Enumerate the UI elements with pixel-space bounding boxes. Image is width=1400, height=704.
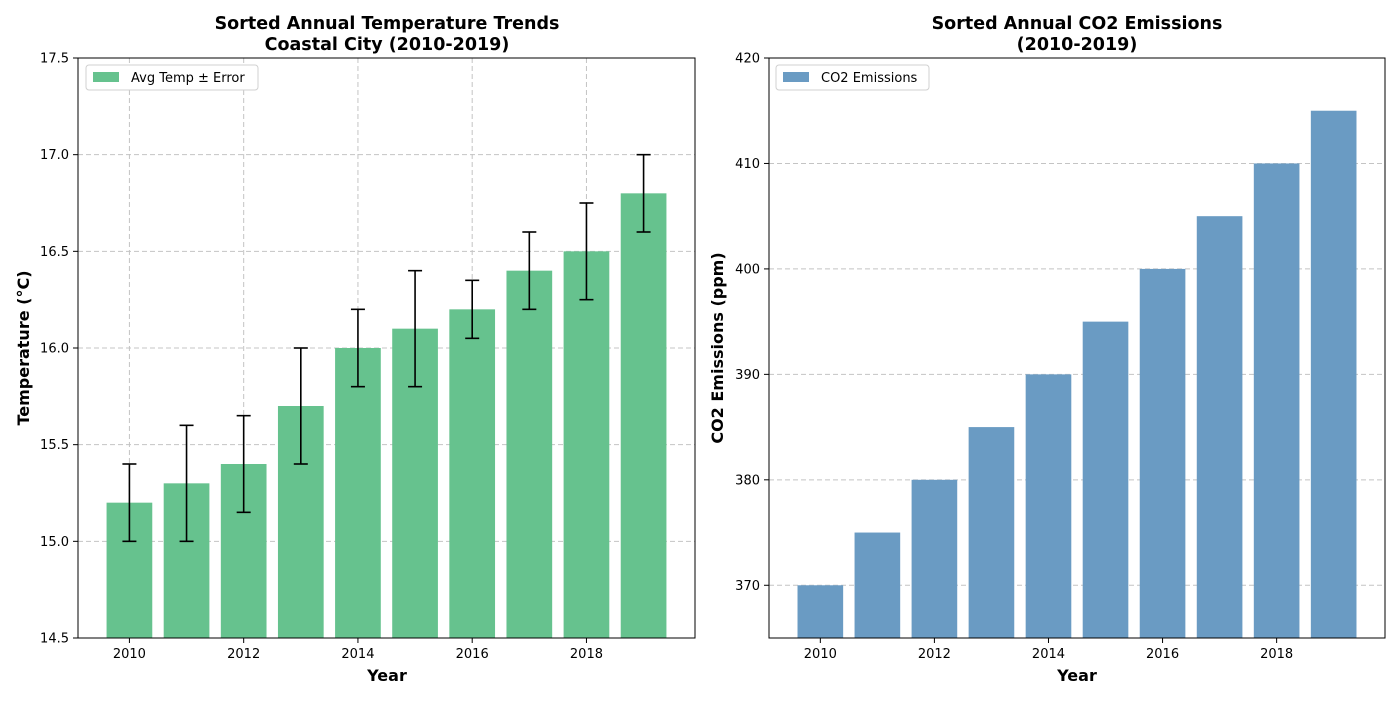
temperature-x-axis-label: Year: [366, 666, 407, 685]
temperature-x-tick-label: 2010: [113, 647, 146, 662]
temperature-y-tick-label: 15.0: [40, 535, 69, 550]
temperature-bar-2017: [506, 270, 553, 638]
temperature-bar-2014: [335, 348, 381, 638]
co2-bar-2019: [1310, 110, 1357, 638]
temperature-x-tick-label: 2016: [456, 647, 489, 662]
co2-bar-2014: [1025, 374, 1072, 638]
temperature-bar-2018: [563, 251, 610, 639]
temperature-x-ticks: 2010 2012 2014 2016 2018: [113, 638, 603, 662]
co2-legend-swatch: [783, 72, 809, 82]
co2-x-tick-label: 2014: [1032, 647, 1065, 662]
temperature-x-tick-label: 2018: [570, 647, 603, 662]
co2-bar-2016: [1139, 268, 1186, 638]
co2-chart-title-line-2: (2010-2019): [1017, 35, 1138, 55]
temperature-legend-label: Avg Temp ± Error: [131, 71, 245, 86]
temperature-chart-title-line-1: Sorted Annual Temperature Trends: [215, 14, 560, 34]
co2-bar-2010: [797, 585, 844, 638]
co2-y-tick-label: 380: [735, 473, 760, 488]
temperature-y-tick-label: 14.5: [40, 632, 69, 647]
temperature-y-tick-label: 17.0: [40, 148, 69, 163]
co2-bar-2011: [854, 532, 901, 638]
co2-bar-2017: [1196, 216, 1243, 638]
co2-bar-2018: [1253, 163, 1300, 639]
co2-y-tick-label: 410: [735, 157, 760, 172]
temperature-y-axis-label: Temperature (°C): [14, 270, 33, 425]
co2-bar-2015: [1082, 321, 1129, 638]
co2-x-tick-label: 2016: [1146, 647, 1179, 662]
co2-y-tick-label: 390: [735, 368, 760, 383]
temperature-legend-box: [85, 64, 259, 91]
co2-plot-frame: [768, 57, 1386, 639]
temperature-bar-2016: [449, 309, 496, 638]
temperature-legend: Avg Temp ± Error: [85, 64, 259, 91]
co2-x-tick-label: 2012: [918, 647, 951, 662]
temperature-y-tick-label: 16.5: [40, 245, 69, 260]
co2-x-tick-label: 2010: [804, 647, 837, 662]
temperature-y-tick-label: 15.5: [40, 438, 69, 453]
temperature-y-tick-label: 17.5: [40, 52, 69, 67]
co2-bar-2013: [968, 427, 1015, 638]
co2-x-ticks: 2010 2012 2014 2016 2018: [804, 638, 1293, 662]
temperature-chart-title-line-2: Coastal City (2010-2019): [265, 35, 510, 55]
co2-chart-title-line-1: Sorted Annual CO2 Emissions: [932, 14, 1223, 34]
co2-x-tick-label: 2018: [1260, 647, 1293, 662]
co2-bars: [797, 110, 1357, 639]
temperature-x-tick-label: 2012: [227, 647, 260, 662]
temperature-legend-swatch: [93, 72, 119, 82]
co2-y-tick-label: 370: [735, 579, 760, 594]
co2-legend-box: [775, 64, 930, 91]
temperature-chart: Sorted Annual Temperature Trends Coastal…: [14, 14, 696, 685]
temperature-y-tick-label: 16.0: [40, 342, 69, 357]
temperature-error-bars: [122, 153, 651, 543]
temperature-bar-2019: [620, 193, 667, 639]
co2-chart: Sorted Annual CO2 Emissions (2010-2019) …: [708, 14, 1386, 685]
co2-legend-label: CO2 Emissions: [821, 71, 918, 86]
co2-bar-2012: [911, 479, 958, 638]
co2-x-axis-label: Year: [1056, 666, 1097, 685]
temperature-bars: [106, 193, 667, 639]
co2-y-tick-label: 420: [735, 52, 760, 67]
co2-y-tick-label: 400: [735, 262, 760, 277]
temperature-y-ticks: 14.5 15.0 15.5 16.0 16.5 17.0 17.5: [40, 52, 78, 647]
co2-legend: CO2 Emissions: [775, 64, 930, 91]
co2-y-axis-label: CO2 Emissions (ppm): [708, 252, 727, 443]
temperature-x-tick-label: 2014: [341, 647, 374, 662]
co2-y-ticks: 370 380 390 400 410 420: [735, 52, 769, 594]
